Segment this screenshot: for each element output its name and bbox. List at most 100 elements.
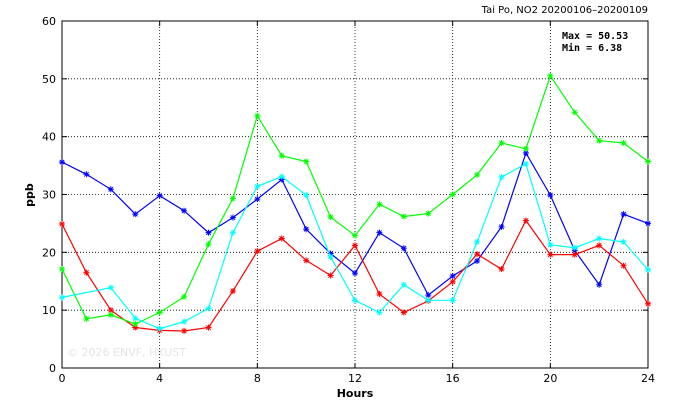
data-point: [278, 173, 285, 180]
y-tick-label: 10: [42, 304, 56, 317]
data-point: [547, 241, 554, 248]
y-tick-label: 50: [42, 73, 56, 86]
data-point: [132, 315, 139, 322]
chart-title: Tai Po, NO2 20200106–20200109: [481, 5, 648, 16]
y-tick-label: 0: [49, 362, 56, 375]
y-axis-title: ppb: [23, 183, 36, 207]
y-tick-label: 60: [42, 15, 56, 28]
data-point: [156, 192, 163, 199]
max-stat: Max = 50.53: [562, 31, 628, 42]
data-point: [376, 201, 383, 208]
data-point: [425, 210, 432, 217]
data-point: [571, 244, 578, 251]
data-point: [132, 321, 139, 328]
data-point: [620, 140, 627, 147]
data-point: [620, 211, 627, 218]
data-point: [498, 223, 505, 230]
data-point: [425, 297, 432, 304]
grid: [62, 21, 648, 368]
data-point: [83, 315, 90, 322]
series-line: [61, 162, 649, 330]
data-point: [107, 311, 114, 318]
data-point: [498, 140, 505, 147]
x-axis-title: Hours: [337, 387, 374, 400]
data-point: [254, 183, 261, 190]
data-point: [229, 195, 236, 202]
data-point: [474, 238, 481, 245]
y-tick-label: 40: [42, 131, 56, 144]
data-point: [547, 72, 554, 79]
data-point: [132, 324, 139, 331]
data-point: [522, 217, 529, 224]
data-point: [254, 112, 261, 119]
data-point: [327, 214, 334, 221]
data-point: [205, 305, 212, 312]
watermark: © 2026 ENVF, HKUST: [67, 346, 186, 359]
data-point: [303, 158, 310, 165]
data-point: [278, 152, 285, 159]
data-point: [352, 297, 358, 304]
x-tick-label: 16: [446, 372, 460, 385]
y-tick-label: 20: [42, 246, 56, 259]
x-tick-label: 4: [156, 372, 163, 385]
data-point: [596, 137, 603, 144]
data-point: [620, 238, 627, 245]
data-point: [327, 272, 334, 279]
data-point: [449, 278, 456, 285]
data-point: [400, 309, 407, 316]
data-point: [474, 171, 481, 178]
data-point: [620, 262, 627, 269]
data-point: [352, 270, 358, 277]
data-point: [645, 266, 651, 273]
data-point: [645, 158, 651, 165]
x-tick-label: 24: [641, 372, 655, 385]
data-point: [181, 327, 188, 334]
data-point: [352, 232, 358, 239]
data-point: [327, 250, 334, 257]
data-point: [254, 248, 261, 255]
data-point: [645, 220, 651, 227]
data-point: [59, 294, 65, 301]
data-point: [83, 269, 90, 276]
data-point: [449, 273, 456, 280]
data-point: [59, 159, 65, 166]
data-point: [449, 297, 456, 304]
data-point: [327, 253, 334, 260]
data-point: [571, 109, 578, 116]
data-point: [59, 220, 65, 227]
data-point: [132, 211, 139, 218]
data-point: [156, 325, 163, 332]
data-point: [596, 281, 603, 288]
data-point: [303, 226, 310, 233]
data-point: [522, 149, 529, 156]
data-point: [571, 251, 578, 258]
series-1: [59, 149, 651, 299]
data-point: [522, 160, 529, 167]
data-point: [376, 229, 383, 236]
data-point: [229, 214, 236, 221]
data-point: [400, 213, 407, 220]
data-point: [303, 257, 310, 264]
data-point: [376, 309, 383, 316]
data-point: [596, 242, 603, 249]
data-point: [303, 192, 310, 199]
data-point: [205, 324, 212, 331]
data-point: [400, 281, 407, 288]
x-tick-label: 0: [59, 372, 66, 385]
x-tick-label: 20: [543, 372, 557, 385]
data-point: [205, 241, 212, 248]
data-point: [596, 235, 603, 242]
data-point: [352, 242, 358, 249]
data-point: [376, 290, 383, 297]
data-point: [254, 196, 261, 203]
data-point: [83, 171, 90, 178]
series-3: [59, 72, 651, 328]
data-point: [181, 293, 188, 300]
data-point: [107, 284, 114, 291]
data-point: [522, 145, 529, 152]
data-point: [107, 186, 114, 193]
series-line: [61, 74, 649, 325]
data-point: [278, 235, 285, 242]
x-tick-label: 12: [348, 372, 362, 385]
